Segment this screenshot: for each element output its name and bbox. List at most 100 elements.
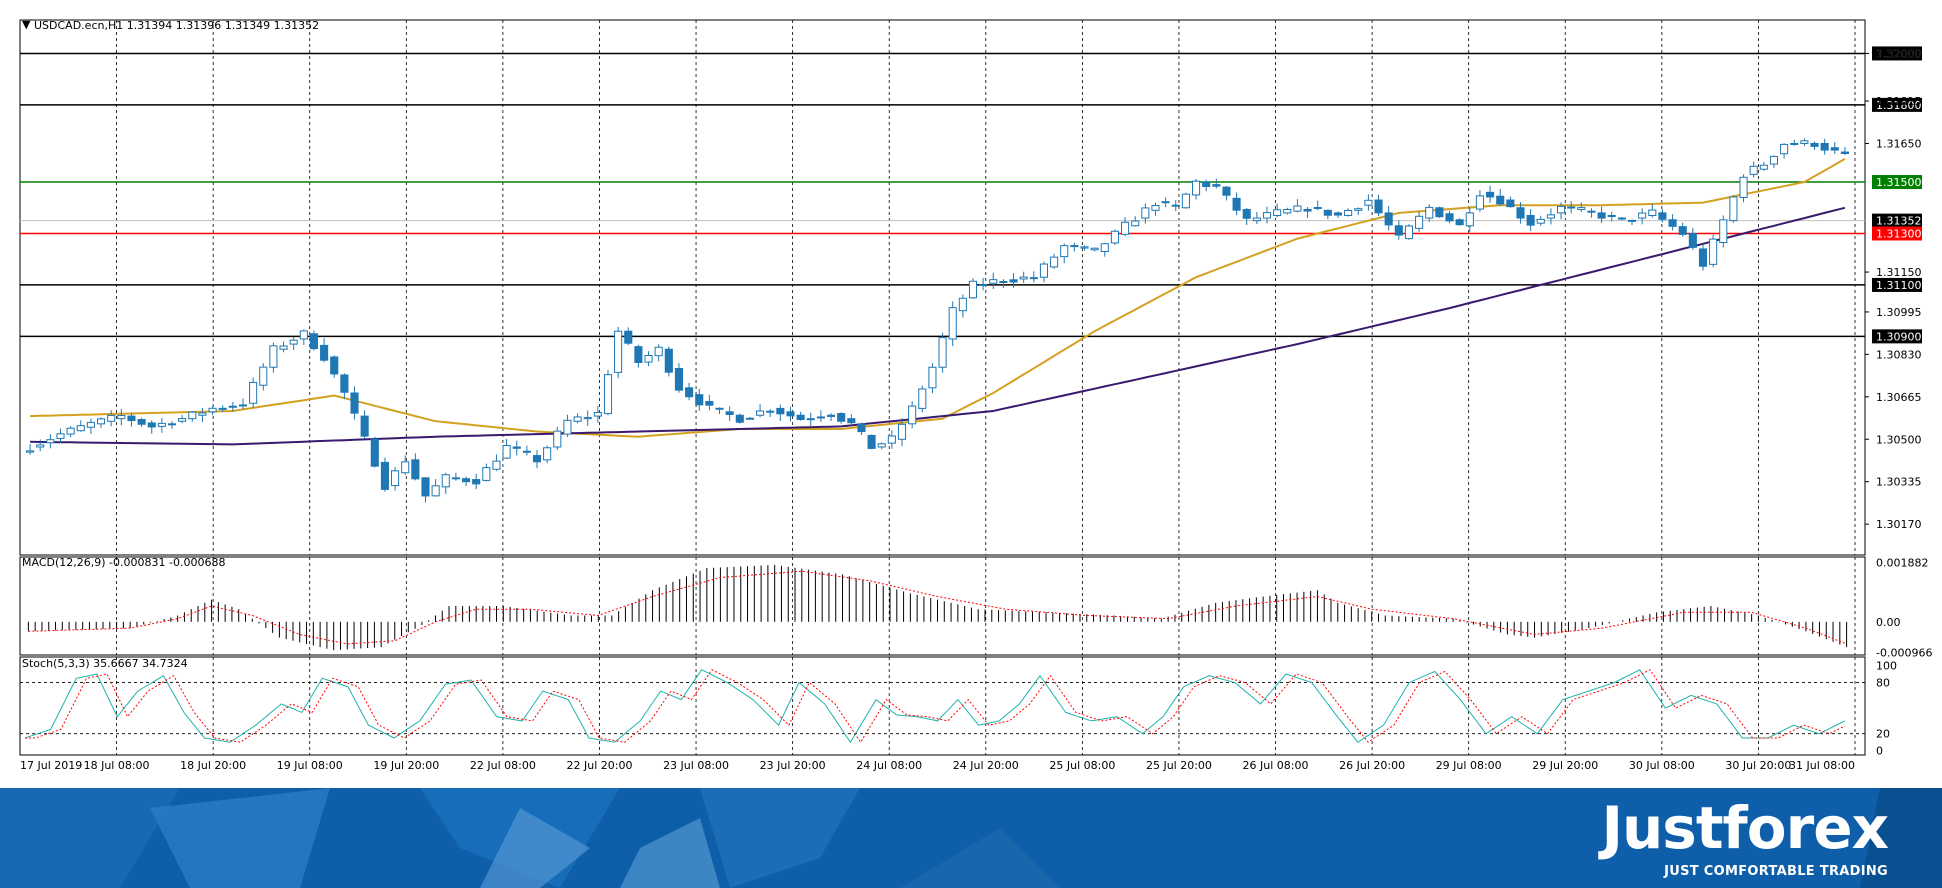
candle-bull: [299, 330, 308, 340]
candle-bull: [1151, 204, 1160, 211]
candle-bull: [289, 339, 298, 345]
macd-y-tick-label: 0.00: [1876, 616, 1901, 629]
x-tick-label: 17 Jul 2019: [20, 759, 82, 772]
candle-bull: [76, 425, 85, 432]
candle-bull: [1475, 195, 1484, 210]
justforex-logo[interactable]: Justforex: [1601, 794, 1889, 862]
level-label-box: [1872, 46, 1922, 61]
candle-bull: [563, 419, 572, 435]
candle-bull: [644, 354, 653, 363]
candle-bull: [1546, 214, 1555, 219]
candle-bear: [1303, 208, 1312, 212]
candle-bull: [756, 410, 765, 416]
x-tick-label: 18 Jul 20:00: [180, 759, 246, 772]
y-tick-label: 1.30335: [1876, 476, 1922, 489]
candle-bear: [512, 446, 521, 449]
x-tick-label: 22 Jul 08:00: [470, 759, 536, 772]
candle-bull: [1800, 140, 1809, 144]
macd-header: MACD(12,26,9) -0.000831 -0.000688: [22, 556, 225, 569]
candle-bull: [614, 330, 623, 373]
candle-bear: [1242, 208, 1251, 219]
candle-bull: [208, 407, 217, 413]
candle-bear: [735, 414, 744, 423]
candle-bull: [1364, 199, 1373, 206]
candle-bull: [1100, 243, 1109, 252]
candle-bear: [826, 414, 836, 417]
symbol-dropdown-icon[interactable]: ▼: [22, 18, 31, 31]
candle-bull: [593, 412, 602, 417]
candle-bull: [391, 470, 400, 487]
panel-separator: [20, 555, 1865, 557]
x-tick-label: 19 Jul 08:00: [277, 759, 343, 772]
candle-bull: [1567, 206, 1576, 209]
candle-bear: [350, 392, 359, 414]
x-tick-label: 29 Jul 08:00: [1436, 759, 1502, 772]
candle-bull: [766, 410, 775, 413]
candle-bear: [330, 356, 339, 375]
panel-separator: [20, 655, 1865, 657]
candle-bull: [1465, 212, 1474, 227]
candle-bear: [1688, 232, 1697, 248]
candle-bull: [86, 421, 95, 428]
candle-bear: [1830, 147, 1839, 151]
candle-bull: [989, 279, 998, 284]
level-label: 1.31352: [1876, 215, 1922, 228]
candle-bull: [715, 407, 724, 410]
candle-bear: [370, 438, 379, 467]
candle-bull: [107, 414, 116, 422]
level-label: 1.30900: [1876, 330, 1922, 343]
candle-bull: [553, 430, 562, 448]
x-tick-label: 26 Jul 08:00: [1243, 759, 1309, 772]
candle-bull: [897, 423, 907, 440]
x-tick-label: 24 Jul 20:00: [953, 759, 1019, 772]
candle-bull: [46, 439, 55, 444]
candle-bull: [1293, 205, 1302, 212]
x-tick-label: 23 Jul 08:00: [663, 759, 729, 772]
candle-bull: [1354, 208, 1363, 211]
candle-bear: [1526, 214, 1535, 226]
candle-bull: [1648, 209, 1657, 216]
level-label: 1.32000: [1876, 47, 1922, 60]
candle-bull: [431, 485, 440, 497]
candle-bull: [1131, 220, 1140, 227]
candle-bear: [1435, 207, 1444, 218]
x-tick-label: 30 Jul 08:00: [1629, 759, 1695, 772]
candle-bear: [624, 330, 633, 344]
stoch-y-tick-label: 0: [1876, 745, 1883, 758]
candle-bull: [157, 422, 166, 427]
candle-bull: [441, 474, 450, 488]
candle-bull: [908, 405, 917, 425]
x-tick-label: 29 Jul 20:00: [1532, 759, 1598, 772]
candle-bear: [411, 459, 420, 480]
candle-bear: [999, 280, 1008, 283]
x-tick-label: 26 Jul 20:00: [1339, 759, 1405, 772]
candles: [26, 138, 1849, 503]
candle-bull: [1739, 176, 1748, 198]
candle-bear: [816, 416, 825, 419]
candle-bull: [1090, 247, 1099, 251]
candle-bear: [1840, 151, 1849, 154]
candle-bear: [1333, 212, 1343, 216]
candle-bull: [1729, 196, 1738, 222]
candle-bull: [188, 411, 197, 420]
candle-bull: [877, 443, 886, 448]
candle-bear: [1394, 225, 1403, 236]
candle-bear: [1486, 191, 1495, 198]
candle-bear: [1232, 197, 1241, 211]
candle-bull: [1070, 245, 1079, 248]
candle-bull: [1273, 209, 1282, 216]
level-label-box: [1872, 329, 1922, 344]
candle-bear: [360, 415, 369, 437]
candle-bear: [451, 477, 460, 480]
y-tick-label: 1.31150: [1876, 266, 1922, 279]
candle-bull: [1110, 230, 1119, 244]
candle-bull: [1141, 207, 1150, 219]
candle-bear: [147, 422, 156, 428]
candle-bear: [137, 419, 146, 425]
candle-bear: [1820, 142, 1829, 151]
candle-bear: [634, 346, 643, 364]
candle-bull: [1060, 245, 1069, 258]
x-tick-label: 25 Jul 08:00: [1049, 759, 1115, 772]
candle-bull: [1719, 219, 1728, 243]
